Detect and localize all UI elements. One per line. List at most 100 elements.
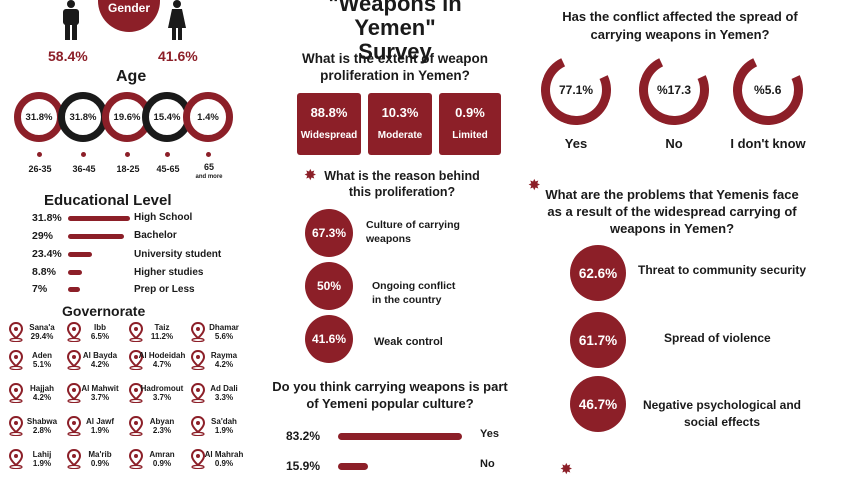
governorate-item: Dhamar 5.6% xyxy=(198,323,250,341)
governorate-name: Al Mahrah xyxy=(204,450,244,459)
governorate-value: 2.8% xyxy=(32,426,52,435)
governorate-value: 3.7% xyxy=(90,393,110,402)
reason-value: 50% xyxy=(316,279,342,293)
age-label: 26-35 xyxy=(28,164,52,174)
governorate-name: Al Jawf xyxy=(85,417,114,426)
governorate-value: 11.2% xyxy=(150,332,174,341)
governorate-value: 0.9% xyxy=(152,459,172,468)
governorate-item: Al Mahwit 3.7% xyxy=(74,384,126,402)
governorate-value: 29.4% xyxy=(30,332,54,341)
age-dot xyxy=(165,152,170,157)
age-value: 1.4% xyxy=(197,111,219,123)
governorate-name: Al Bayda xyxy=(82,351,118,360)
spread-ring-dont-know: %5.6 xyxy=(723,45,813,135)
spread-label: I don't know xyxy=(730,136,806,151)
location-pin-icon xyxy=(128,322,144,342)
governorate-item: Sana'a 29.4% xyxy=(16,323,68,341)
edu-label: High School xyxy=(134,212,193,223)
governorate-item: Al Jawf 1.9% xyxy=(74,417,126,435)
culture-value: 15.9% xyxy=(286,459,321,473)
location-pin-icon xyxy=(8,322,24,342)
governorate-value: 1.9% xyxy=(32,459,52,468)
governorate-name: Rayma xyxy=(210,351,238,360)
governorate-item: Sa'dah 1.9% xyxy=(198,417,250,435)
location-pin-icon xyxy=(128,350,144,370)
edu-label: University student xyxy=(134,249,222,260)
edu-label: Prep or Less xyxy=(134,284,195,295)
governorate-title: Governorate xyxy=(62,303,146,319)
extent-widespread: 88.8% Widespread xyxy=(297,93,361,155)
problem-circle: 62.6% xyxy=(570,245,626,301)
reason-circle: 41.6% xyxy=(305,315,353,363)
governorate-name: Abyan xyxy=(149,417,175,426)
star-icon: ✸ xyxy=(304,167,317,184)
governorate-name: Ma'rib xyxy=(88,450,112,459)
governorate-name: Shabwa xyxy=(26,417,58,426)
age-label: 65 xyxy=(203,162,214,172)
governorate-item: Amran 0.9% xyxy=(136,450,188,468)
female-icon xyxy=(168,0,186,40)
reason-circle: 50% xyxy=(305,262,353,310)
location-pin-icon xyxy=(8,449,24,469)
location-pin-icon xyxy=(190,449,206,469)
governorate-value: 4.2% xyxy=(32,393,52,402)
age-note: and more xyxy=(195,174,223,180)
edu-bar xyxy=(68,270,82,275)
governorate-name: Dhamar xyxy=(209,323,239,332)
spread-label: No xyxy=(665,136,683,151)
edu-value: 23.4% xyxy=(32,248,62,260)
survey-title-line2: Survey xyxy=(358,39,432,64)
location-pin-icon xyxy=(190,322,206,342)
edu-value: 7% xyxy=(32,283,48,295)
governorate-item: Hadromout 3.7% xyxy=(136,384,188,402)
reason-value: 67.3% xyxy=(311,226,347,240)
location-pin-icon xyxy=(66,383,82,403)
governorate-item: Ma'rib 0.9% xyxy=(74,450,126,468)
governorate-name: Lahij xyxy=(32,450,52,459)
extent-label: Limited xyxy=(452,130,488,141)
governorate-value: 4.2% xyxy=(214,360,234,369)
location-pin-icon xyxy=(66,322,82,342)
reason-label: Culture of carrying weapons xyxy=(366,219,460,245)
governorate-value: 4.2% xyxy=(90,360,110,369)
age-dot xyxy=(81,152,86,157)
extent-label: Moderate xyxy=(377,130,423,141)
governorate-item: Ibb 6.5% xyxy=(74,323,126,341)
edu-value: 8.8% xyxy=(32,266,56,278)
edu-label: Higher studies xyxy=(134,267,204,278)
governorate-name: Aden xyxy=(32,351,52,360)
governorate-name: Hadromout xyxy=(140,384,184,393)
location-pin-icon xyxy=(8,350,24,370)
age-value: 19.6% xyxy=(113,111,141,123)
reason-circle: 67.3% xyxy=(305,209,353,257)
location-pin-icon xyxy=(190,416,206,436)
edu-value: 29% xyxy=(32,230,54,242)
extent-limited: 0.9% Limited xyxy=(439,93,501,155)
problem-label: Negative psychological and social effect… xyxy=(642,398,802,429)
edu-label: Bachelor xyxy=(134,230,177,241)
governorate-value: 0.9% xyxy=(90,459,110,468)
problem-circle: 46.7% xyxy=(570,376,626,432)
governorate-name: Amran xyxy=(149,450,175,459)
reason-label: Weak control xyxy=(374,336,443,348)
governorate-item: Lahij 1.9% xyxy=(16,450,68,468)
edu-bar xyxy=(68,252,92,257)
governorate-name: Al Mahwit xyxy=(81,384,119,393)
governorate-item: Al Bayda 4.2% xyxy=(74,351,126,369)
governorate-name: Sana'a xyxy=(29,323,55,332)
age-title: Age xyxy=(116,68,147,85)
governorate-item: Abyan 2.3% xyxy=(136,417,188,435)
governorate-item: Ad Dali 3.3% xyxy=(198,384,250,402)
governorate-item: Aden 5.1% xyxy=(16,351,68,369)
age-value: 15.4% xyxy=(153,111,181,123)
governorate-value: 3.3% xyxy=(214,393,234,402)
age-ring-26-35: 31.8% xyxy=(14,92,64,142)
governorate-value: 5.1% xyxy=(32,360,52,369)
governorate-name: Al Hodeidah xyxy=(138,351,186,360)
location-pin-icon xyxy=(8,416,24,436)
location-pin-icon xyxy=(8,383,24,403)
governorate-item: Hajjah 4.2% xyxy=(16,384,68,402)
survey-title-line1: "Weapons in Yemen" xyxy=(328,0,462,40)
governorate-name: Taiz xyxy=(154,323,170,332)
culture-value: 83.2% xyxy=(286,429,321,443)
